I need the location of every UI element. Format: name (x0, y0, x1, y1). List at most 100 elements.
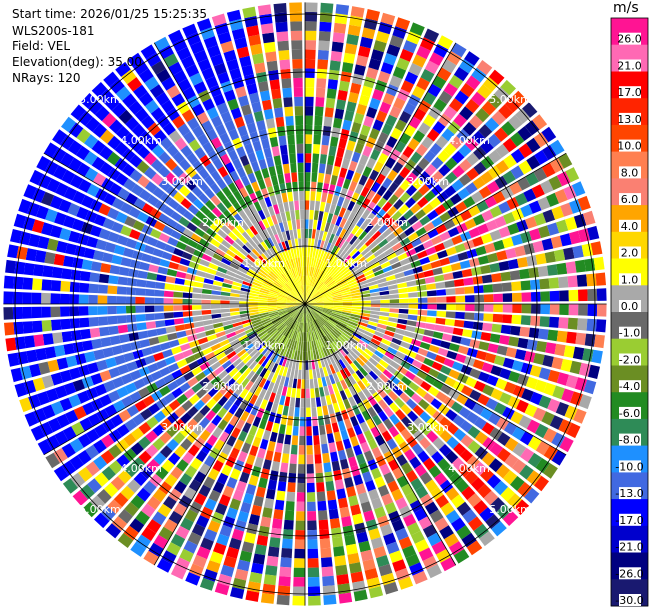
range-gate (366, 106, 378, 119)
range-gate (259, 13, 273, 25)
range-gate (393, 333, 404, 341)
range-gate (138, 422, 152, 435)
range-gate (473, 146, 487, 160)
range-gate (279, 263, 286, 273)
range-gate (248, 298, 259, 302)
range-gate (517, 126, 532, 141)
range-gate (323, 325, 331, 333)
range-gate (468, 227, 481, 239)
colorbar-tick-bg (619, 166, 641, 179)
range-gate (407, 522, 421, 536)
range-gate (140, 44, 157, 59)
range-gate (246, 83, 258, 95)
range-gate (197, 337, 209, 345)
range-gate (248, 203, 257, 215)
range-gate (332, 383, 339, 394)
range-gate (341, 331, 351, 340)
range-gate (159, 431, 172, 444)
range-gate (288, 259, 293, 269)
range-gate (239, 399, 249, 411)
range-gate (69, 438, 84, 453)
range-gate (431, 451, 444, 464)
range-gate (296, 501, 305, 512)
range-gate (204, 352, 216, 361)
range-gate (397, 346, 409, 355)
range-gate (158, 232, 170, 243)
range-gate (187, 239, 199, 249)
range-gate (319, 315, 327, 323)
range-gate (286, 300, 296, 303)
range-gate (406, 435, 418, 448)
range-gate (189, 72, 203, 86)
range-gate (399, 237, 411, 247)
range-gate (534, 150, 549, 165)
range-gate (292, 359, 297, 370)
range-gate (334, 185, 342, 197)
range-gate (209, 223, 221, 233)
range-gate (348, 160, 358, 172)
range-gate (293, 331, 298, 341)
range-gate (129, 139, 144, 153)
range-gate (439, 416, 452, 429)
range-gate (297, 297, 305, 304)
range-gate (566, 331, 577, 344)
range-gate (389, 256, 400, 265)
range-gate (212, 481, 225, 494)
range-gate (134, 107, 149, 122)
range-gate (424, 501, 439, 515)
range-gate (13, 276, 24, 290)
range-gate (330, 286, 340, 293)
range-gate (352, 301, 362, 304)
range-gate (299, 332, 302, 342)
range-gate (445, 246, 457, 256)
range-gate (284, 396, 291, 407)
elevation-text: Elevation(deg): 35.00 (12, 55, 142, 69)
range-gate (139, 339, 151, 348)
range-gate (432, 379, 444, 390)
range-gate (383, 395, 394, 406)
range-gate (342, 301, 353, 304)
range-gate (342, 306, 353, 309)
range-gate (277, 307, 287, 310)
range-gate (453, 442, 467, 456)
range-gate (240, 104, 252, 116)
range-gate (362, 387, 372, 399)
range-gate (314, 115, 323, 126)
range-gate (221, 257, 232, 266)
range-gate (317, 339, 322, 349)
range-gate (266, 274, 276, 282)
range-gate (367, 406, 377, 418)
range-gate (458, 144, 472, 158)
range-gate (117, 469, 132, 484)
range-gate (456, 501, 472, 516)
range-gate (108, 444, 122, 459)
range-gate (487, 343, 499, 354)
range-gate (274, 12, 288, 23)
range-gate (467, 440, 481, 454)
range-ring-label: 4.00km (448, 134, 490, 147)
range-gate (437, 458, 451, 471)
range-gate (293, 229, 298, 239)
range-gate (244, 402, 254, 414)
range-gate (422, 239, 434, 250)
range-gate (320, 337, 327, 347)
range-gate (174, 223, 186, 234)
range-gate (248, 301, 258, 304)
range-gate (342, 178, 351, 190)
range-gate (250, 43, 263, 56)
range-gate (472, 176, 486, 190)
range-gate (290, 210, 296, 221)
range-gate (300, 341, 303, 352)
range-gate (102, 217, 115, 230)
range-gate (173, 311, 184, 318)
range-gate (187, 334, 198, 342)
range-gate (297, 266, 301, 277)
range-gate (293, 77, 303, 88)
range-gate (460, 231, 472, 242)
range-gate (273, 282, 282, 289)
range-gate (378, 256, 389, 265)
range-gate (485, 514, 501, 530)
range-gate (268, 272, 277, 281)
range-gate (251, 284, 261, 290)
range-gate (436, 191, 449, 203)
